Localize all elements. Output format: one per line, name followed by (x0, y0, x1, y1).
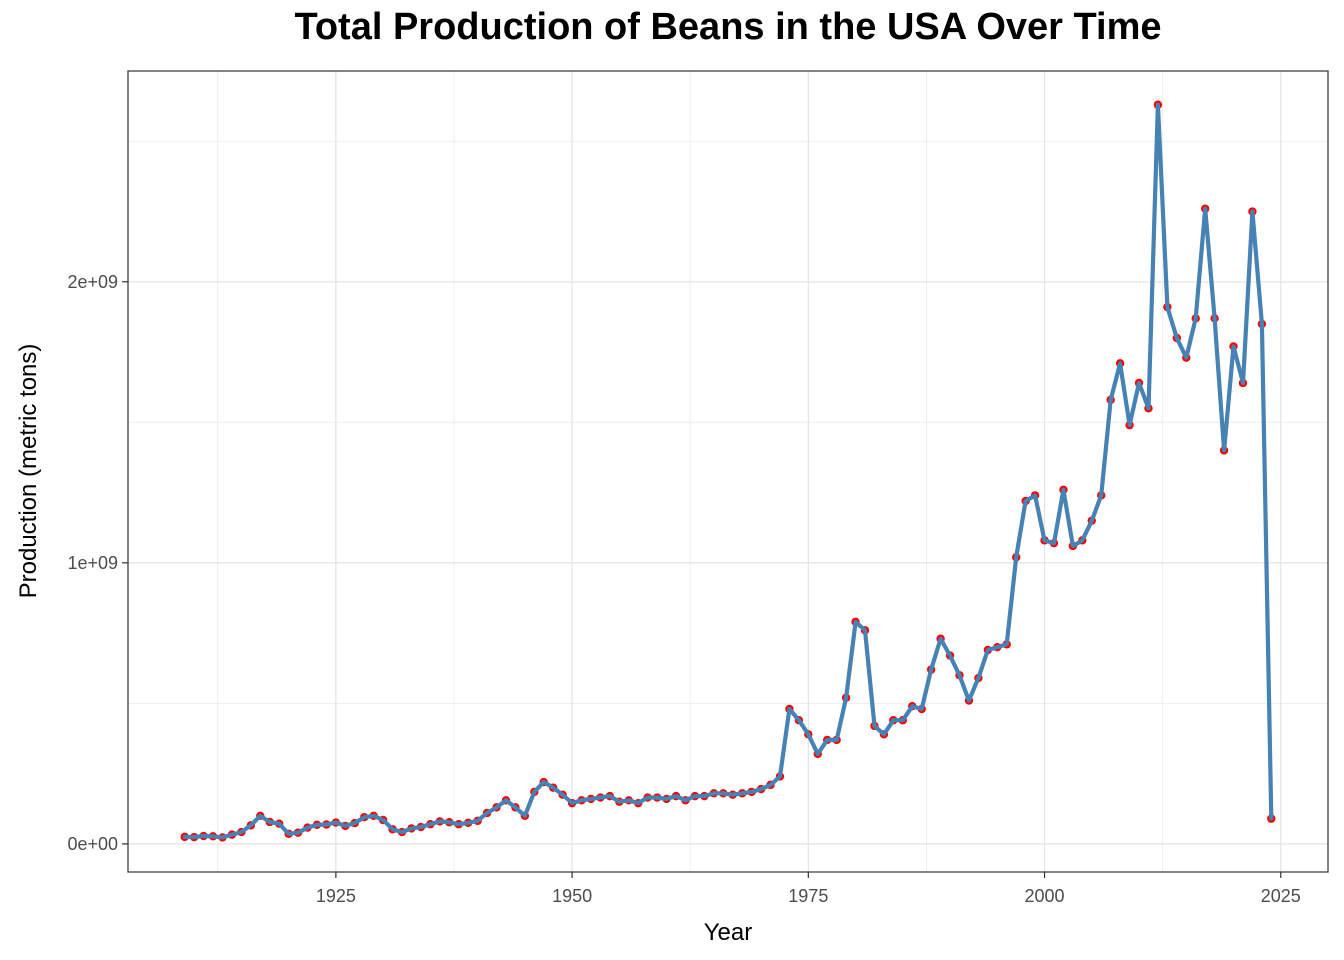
x-tick-label: 1925 (316, 886, 356, 906)
y-tick-label: 2e+09 (67, 272, 118, 292)
y-tick-label: 0e+00 (67, 834, 118, 854)
x-axis-title: Year (704, 919, 753, 946)
y-tick-label: 1e+09 (67, 553, 118, 573)
x-tick-label: 1950 (552, 886, 592, 906)
y-axis-title: Production (metric tons) (15, 344, 42, 599)
x-tick-label: 2000 (1025, 886, 1065, 906)
plot-background (128, 71, 1328, 872)
x-tick-label: 1975 (788, 886, 828, 906)
data-series (180, 100, 1276, 842)
chart-title: Total Production of Beans in the USA Ove… (294, 6, 1162, 48)
y-axis: 0e+00 1e+09 2e+09 (67, 272, 128, 854)
plot-border (127, 70, 1329, 873)
series-line (182, 102, 1274, 840)
x-axis: 1925 1950 1975 2000 2025 (316, 872, 1301, 906)
x-tick-label: 2025 (1261, 886, 1301, 906)
